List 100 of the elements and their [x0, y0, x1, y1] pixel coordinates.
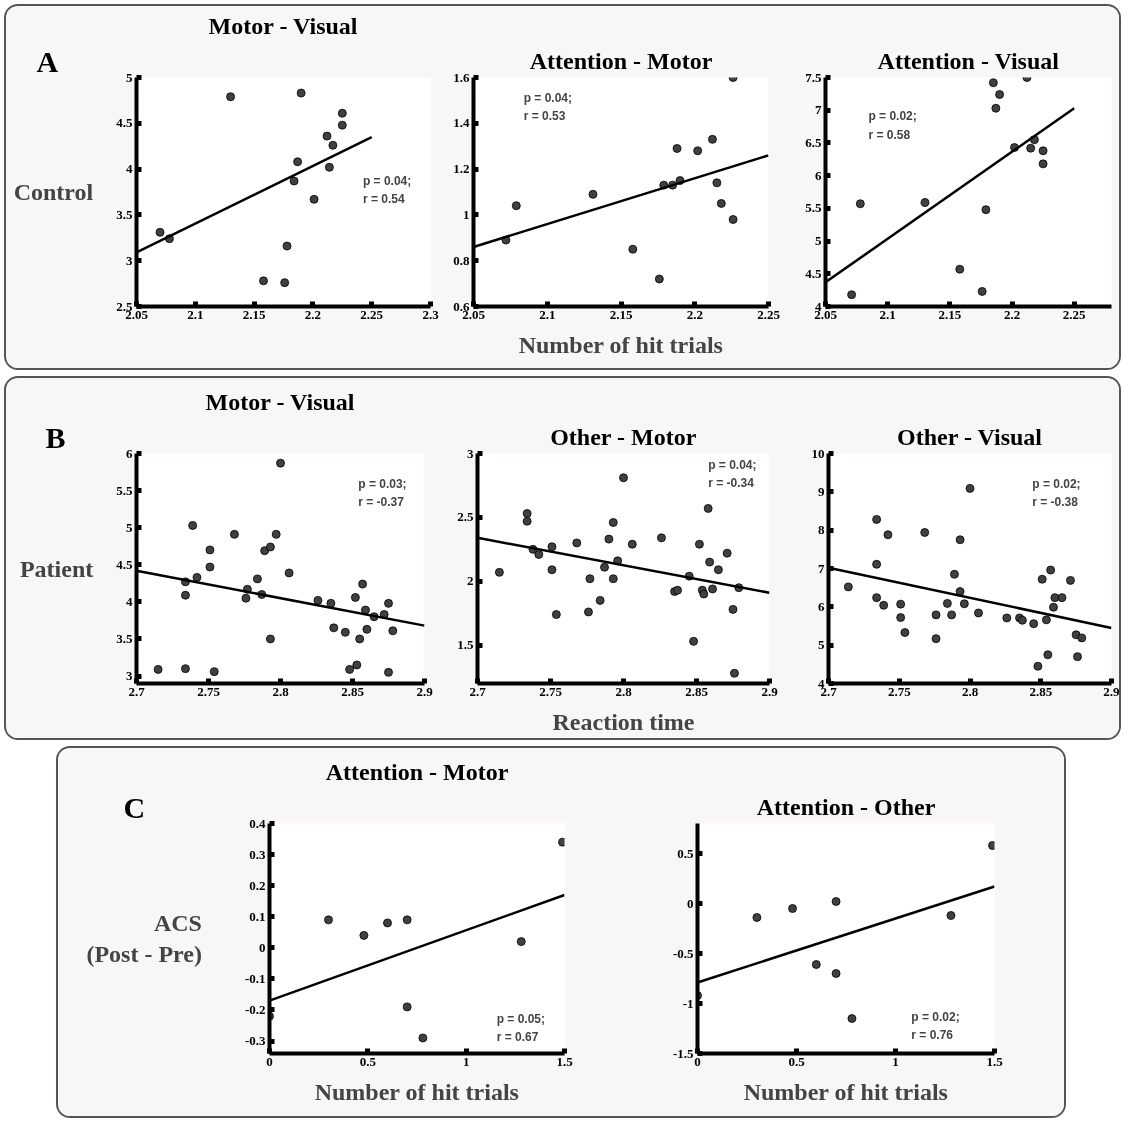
y-tick-label: 6	[815, 167, 822, 183]
y-tick-label: 2.5	[457, 509, 474, 525]
x-tick-label: 2.2	[1003, 306, 1021, 322]
chart-title: Other - Motor	[550, 423, 697, 450]
y-tick-label: 0.2	[249, 877, 266, 893]
annotation: p = 0.04; r = 0.54	[362, 173, 412, 206]
y-tick-label: 4.5	[805, 265, 822, 281]
y-tick-label: 3.5	[116, 630, 133, 646]
y-tick-label: 3.5	[116, 206, 133, 222]
y-tick-label: 6	[818, 598, 825, 614]
x-axis-title: Number of hit trials	[743, 1078, 948, 1105]
x-tick-label: 2.25	[757, 306, 781, 322]
annotation: p = 0.02; r = -0.38	[1032, 476, 1081, 509]
x-tick-label: 2.1	[879, 306, 896, 322]
x-tick-label: 2.15	[242, 306, 266, 322]
chart-title: Attention - Motor	[529, 47, 713, 74]
y-tick-label: 9	[818, 483, 825, 499]
y-axis-title: Control	[13, 179, 94, 205]
y-tick-label: 1.2	[453, 161, 470, 177]
y-tick-label: -0.5	[672, 945, 694, 961]
x-tick-label: 1.5	[556, 1053, 574, 1069]
x-tick-label: 2.9	[1103, 683, 1120, 699]
y-axis-title: ACS (Post - Pre)	[86, 909, 202, 968]
y-tick-label: 1.6	[453, 69, 470, 85]
y-tick-label: 5	[126, 519, 133, 535]
x-tick-label: 0.5	[359, 1053, 377, 1069]
chart-title: Other - Visual	[897, 423, 1043, 450]
y-tick-label: 5	[818, 637, 825, 653]
x-tick-label: 2.15	[938, 306, 962, 322]
x-tick-label: 2.7	[469, 683, 487, 699]
x-tick-label: 2.7	[128, 683, 146, 699]
x-tick-label: 1.5	[986, 1053, 1004, 1069]
y-tick-label: 3	[126, 252, 133, 268]
annotation: p = 0.02; r = 0.58	[868, 109, 917, 142]
x-tick-label: 2.9	[416, 683, 434, 699]
chart-title: Attention - Other	[756, 793, 936, 820]
y-tick-label: 5.5	[805, 200, 822, 216]
y-axis-title: Patient	[19, 555, 94, 582]
x-tick-label: 2.2	[304, 306, 322, 322]
chart-title: Attention - Motor	[325, 758, 509, 785]
x-tick-label: 2.85	[685, 683, 709, 699]
y-tick-label: 4.5	[116, 115, 133, 131]
chart-title: Attention - Visual	[877, 47, 1060, 74]
x-axis-title: Reaction time	[552, 708, 695, 735]
x-tick-label: 2.2	[686, 306, 703, 322]
x-tick-label: 2.25	[360, 306, 384, 322]
y-tick-label: 0.3	[249, 846, 266, 862]
x-tick-label: 2.1	[187, 306, 204, 322]
x-axis-title: Number of hit trials	[314, 1078, 519, 1105]
y-tick-label: 1.5	[457, 637, 474, 653]
x-tick-label: 2.8	[615, 683, 633, 699]
x-tick-label: 2.85	[1029, 683, 1053, 699]
y-tick-label: 7	[818, 560, 825, 576]
y-tick-label: 6.5	[805, 134, 822, 150]
y-tick-label: 10	[811, 445, 825, 461]
annotation: p = 0.02; r = 0.76	[911, 1009, 960, 1042]
y-tick-label: 8	[818, 522, 825, 538]
y-tick-label: 0.8	[453, 252, 470, 268]
y-tick-label: 1.4	[453, 115, 470, 131]
x-tick-label: 2.75	[197, 683, 221, 699]
x-tick-label: 2.3	[422, 306, 440, 322]
annotation: p = 0.03; r = -0.37	[358, 476, 407, 509]
chart-title: Motor - Visual	[208, 12, 358, 39]
x-tick-label: 0.5	[788, 1053, 806, 1069]
y-tick-label: 1	[463, 206, 470, 222]
y-tick-label: 0.4	[249, 815, 266, 831]
y-tick-label: 4	[126, 593, 133, 609]
x-tick-label: 2.8	[961, 683, 979, 699]
y-tick-label: -1.5	[672, 1045, 694, 1061]
x-tick-label: 2.9	[761, 683, 779, 699]
x-tick-label: 2.25	[1062, 306, 1087, 322]
y-tick-label: 5	[126, 69, 133, 85]
annotation: p = 0.04; r = -0.34	[708, 458, 757, 491]
y-tick-label: 5.5	[116, 482, 133, 498]
y-tick-label: 4.5	[116, 556, 133, 572]
annotation: p = 0.04; r = 0.53	[523, 91, 573, 124]
y-tick-label: 7.5	[805, 69, 822, 85]
x-tick-label: 2.75	[539, 683, 563, 699]
y-tick-label: 7	[815, 102, 822, 118]
y-tick-label: 0	[687, 895, 694, 911]
y-tick-label: -0.1	[244, 970, 266, 986]
x-axis-title: Number of hit trials	[518, 331, 723, 358]
chart-title: Motor - Visual	[205, 388, 355, 415]
y-tick-label: 0.5	[677, 845, 694, 861]
y-tick-label: -0.2	[244, 1001, 266, 1017]
y-tick-label: 3	[126, 668, 133, 684]
y-tick-label: -1	[682, 995, 694, 1011]
y-tick-label: 0	[259, 939, 266, 955]
x-tick-label: 2.75	[887, 683, 912, 699]
x-tick-label: 1	[892, 1053, 899, 1069]
text: A	[36, 44, 59, 78]
x-tick-label: 2.1	[539, 306, 556, 322]
text: B	[45, 420, 66, 454]
annotation: p = 0.05; r = 0.67	[496, 1012, 546, 1045]
y-tick-label: 5	[815, 233, 822, 249]
y-tick-label: 3	[467, 445, 474, 461]
x-tick-label: 2.15	[609, 306, 633, 322]
y-tick-label: -0.3	[244, 1033, 266, 1049]
y-tick-label: 2	[467, 573, 474, 589]
y-tick-label: 0.1	[249, 908, 266, 924]
